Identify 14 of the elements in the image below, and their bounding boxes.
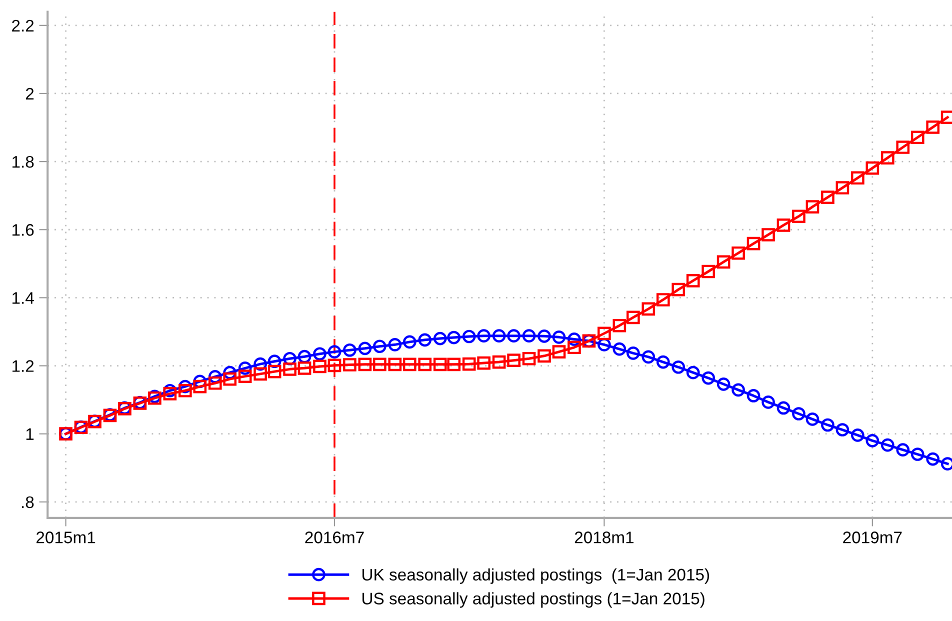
y-tick-label: 1.6 [12, 224, 34, 236]
y-tick-label: 1.2 [12, 360, 34, 372]
y-tick-label: 1 [26, 428, 34, 440]
y-tick-label: 2.2 [12, 20, 34, 32]
y-tick-label: .8 [22, 496, 34, 508]
y-tick-label: 2 [26, 88, 34, 100]
legend-label: US seasonally adjusted postings (1=Jan 2015) [362, 592, 704, 608]
x-tick-label: 2016m7 [305, 532, 364, 544]
y-tick-label: 1.8 [12, 156, 34, 168]
x-tick-label: 2019m7 [843, 532, 902, 544]
y-tick-label: 1.4 [12, 292, 34, 304]
legend-label: UK seasonally adjusted postings (1=Jan 2015) [362, 568, 710, 584]
x-tick-label: 2015m1 [36, 532, 96, 544]
x-tick-label: 2018m1 [574, 532, 634, 544]
